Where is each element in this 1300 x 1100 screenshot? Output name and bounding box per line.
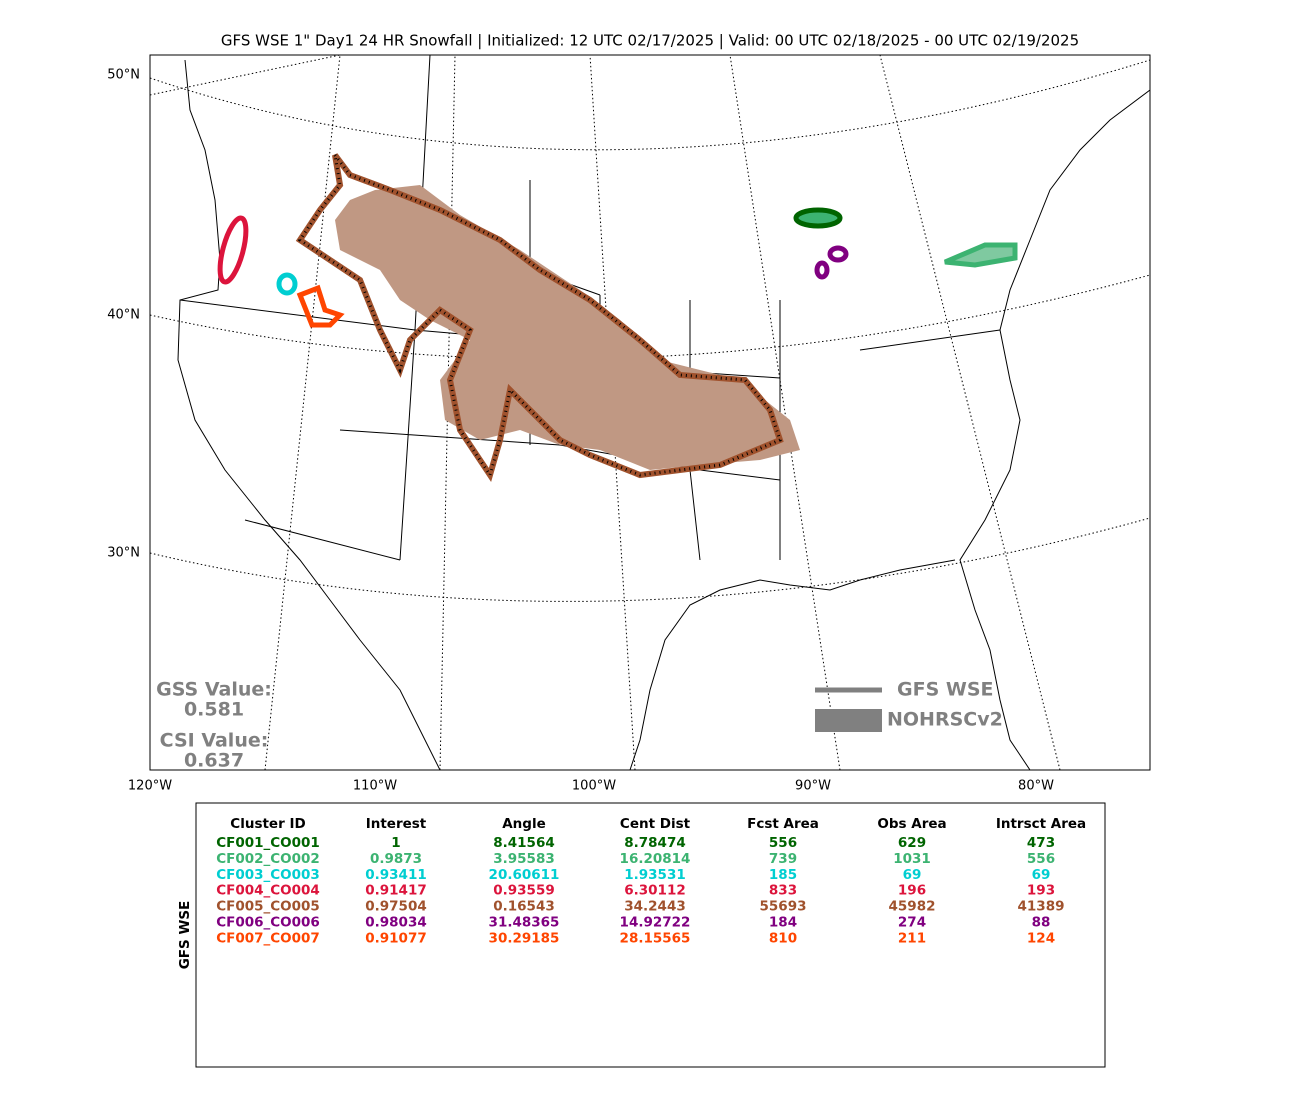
table-cell: 196 [898, 883, 926, 899]
table-cell: 185 [769, 867, 797, 883]
gss-label: GSS Value: [156, 679, 272, 701]
cluster-outline [217, 215, 249, 285]
map-frame [149, 54, 1151, 771]
cluster-outline [276, 272, 298, 296]
table-cell: 124 [1027, 930, 1055, 946]
column-header: Intrsct Area [996, 816, 1086, 832]
lon-label: 80°W [1018, 779, 1054, 794]
table-cell: CF003_CO003 [216, 867, 320, 883]
table-cell: 193 [1027, 883, 1055, 899]
table-cell: CF001_CO001 [216, 835, 320, 851]
column-header: Cent Dist [620, 816, 691, 832]
table-cell: 3.95583 [493, 851, 555, 867]
observed-snow-area [335, 185, 800, 470]
table-cell: 28.15565 [620, 930, 691, 946]
table-cell: 184 [769, 915, 797, 931]
legend-label: GFS WSE [897, 679, 994, 701]
cluster-outline [827, 245, 849, 263]
table-cell: 1.93531 [624, 867, 686, 883]
table-cell: 0.97504 [365, 899, 427, 915]
table-cell: 739 [769, 851, 797, 867]
table-cell: 0.91077 [365, 930, 427, 946]
table-cell: 211 [898, 930, 926, 946]
cluster-outline [296, 284, 345, 328]
table-cell: CF002_CO002 [216, 851, 320, 867]
lat-label: 30°N [107, 546, 140, 561]
table-cell: 31.48365 [489, 915, 560, 931]
lon-label: 100°W [572, 779, 616, 794]
table-cell: 0.93411 [365, 867, 427, 883]
title: GFS WSE 1" Day1 24 HR Snowfall | Initial… [221, 32, 1079, 50]
table-cell: 0.98034 [365, 915, 427, 931]
table-cell: 629 [898, 835, 926, 851]
table-cell: 8.41564 [493, 835, 555, 851]
table-cell: CF007_CO007 [216, 930, 320, 946]
table-cell: 810 [769, 930, 797, 946]
column-header: Interest [366, 816, 427, 832]
column-header: Cluster ID [230, 816, 305, 832]
column-header: Obs Area [877, 816, 946, 832]
meridian [729, 55, 841, 770]
column-header: Angle [502, 816, 546, 832]
cluster-outline [814, 260, 830, 280]
legend-swatch [815, 709, 882, 732]
parallel [150, 517, 1150, 602]
meridian [150, 55, 341, 770]
lon-label: 90°W [795, 779, 831, 794]
lat-label: 40°N [107, 308, 140, 323]
cluster-outline [944, 242, 1018, 268]
table-side-label: GFS WSE [177, 901, 193, 970]
table-cell: 45982 [889, 899, 936, 915]
table-cell: 16.20814 [620, 851, 691, 867]
parallel [150, 59, 1150, 151]
meridian [589, 55, 636, 770]
csi-label: CSI Value: [160, 730, 269, 752]
table-cell: 473 [1027, 835, 1055, 851]
lon-label: 110°W [353, 779, 397, 794]
table-cell: 34.2443 [624, 899, 686, 915]
stats-table: GFS WSE Cluster ID Interest Angle Cent Dist… [177, 802, 1106, 1068]
table-cell: CF005_CO005 [216, 899, 320, 915]
table-cell: 0.91417 [365, 883, 427, 899]
table-cell: 1031 [893, 851, 931, 867]
table-cell: 274 [898, 915, 926, 931]
table-frame [195, 802, 1106, 1068]
forecast-snow-outline-dots [297, 154, 782, 479]
table-cell: 69 [1032, 867, 1051, 883]
table-cell: 20.60611 [489, 867, 560, 883]
csi-value: 0.637 [184, 750, 244, 772]
table-cell: 556 [1027, 851, 1055, 867]
table-cell: CF006_CO006 [216, 915, 320, 931]
meridian [879, 55, 1061, 770]
table-cell: 0.9873 [370, 851, 422, 867]
table-cell: 55693 [760, 899, 807, 915]
lon-label: 120°W [128, 779, 172, 794]
table-cell: 88 [1032, 915, 1051, 931]
coastline [177, 59, 1150, 770]
table-cell: 6.30112 [624, 883, 686, 899]
legend-label: NOHRSCv2 [887, 709, 1003, 731]
table-cell: 69 [903, 867, 922, 883]
table-cell: 1 [391, 835, 400, 851]
column-header: Fcst Area [747, 816, 819, 832]
table-cell: 0.93559 [493, 883, 555, 899]
table-cell: 30.29185 [489, 930, 560, 946]
table-cell: 833 [769, 883, 797, 899]
cluster-outline [793, 207, 843, 229]
table-cell: 0.16543 [493, 899, 555, 915]
table-cell: 556 [769, 835, 797, 851]
map: 50°N 40°N 30°N 120°W 110°W 100°W 90°W 80… [107, 54, 1151, 794]
gss-value: 0.581 [184, 699, 244, 721]
table-cell: 14.92722 [620, 915, 691, 931]
lat-label: 50°N [107, 68, 140, 83]
table-cell: 41389 [1018, 899, 1065, 915]
table-cell: 8.78474 [624, 835, 686, 851]
table-cell: CF004_CO004 [216, 883, 320, 899]
